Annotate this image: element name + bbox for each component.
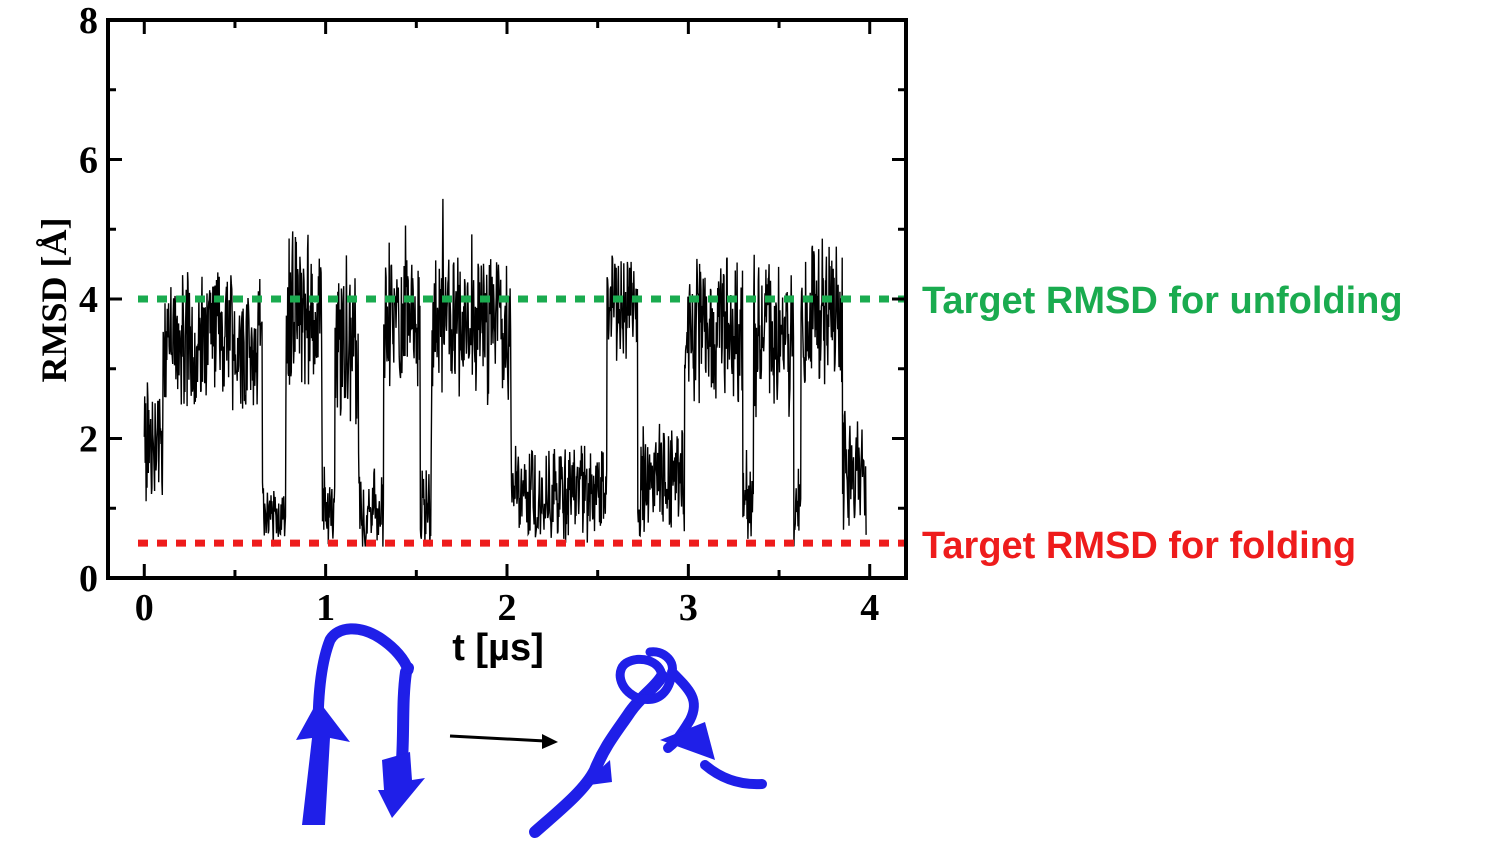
reference-lines xyxy=(138,295,906,547)
x-tick-label: 1 xyxy=(316,587,335,629)
x-tick-label: 4 xyxy=(860,587,879,629)
axis-ticks: 0 1 2 3 4 0 2 4 6 8 xyxy=(79,0,906,629)
rmsd-trace xyxy=(143,198,867,547)
folded-hairpin-structure xyxy=(296,623,425,825)
rmsd-series-line xyxy=(143,198,867,547)
unfolding-target-label: Target RMSD for unfolding xyxy=(922,280,1403,322)
x-tick-label: 2 xyxy=(498,587,517,629)
y-tick-label: 0 xyxy=(79,558,98,600)
y-tick-label: 6 xyxy=(79,140,98,182)
y-axis-title: RMSD [Å] xyxy=(34,218,74,383)
transition-arrow-icon xyxy=(449,734,558,749)
x-tick-label: 3 xyxy=(679,587,698,629)
y-tick-label: 8 xyxy=(79,0,98,42)
x-tick-label: 0 xyxy=(135,587,154,629)
folding-target-label: Target RMSD for folding xyxy=(922,525,1356,567)
y-tick-label: 2 xyxy=(79,419,98,461)
unfolded-structure xyxy=(529,647,767,838)
x-axis-title: t [µs] xyxy=(452,627,544,669)
y-tick-label: 4 xyxy=(79,279,98,321)
